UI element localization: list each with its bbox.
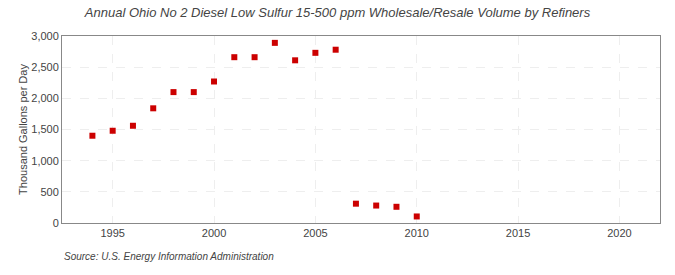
svg-text:1,000: 1,000: [31, 155, 59, 167]
svg-text:2015: 2015: [506, 227, 530, 239]
svg-text:2010: 2010: [405, 227, 429, 239]
svg-text:500: 500: [40, 186, 58, 198]
svg-text:1,500: 1,500: [31, 123, 59, 135]
svg-text:2005: 2005: [303, 227, 327, 239]
svg-text:Annual Ohio No 2 Diesel Low Su: Annual Ohio No 2 Diesel Low Sulfur 15-50…: [84, 5, 591, 20]
svg-text:0: 0: [53, 217, 59, 229]
svg-text:3,000: 3,000: [31, 30, 59, 42]
svg-text:2,500: 2,500: [31, 61, 59, 73]
svg-text:Thousand Gallons per Day: Thousand Gallons per Day: [17, 64, 29, 195]
svg-text:Source: U.S. Energy Informatio: Source: U.S. Energy Information Administ…: [64, 251, 274, 262]
svg-text:1995: 1995: [100, 227, 124, 239]
svg-text:2020: 2020: [607, 227, 631, 239]
svg-text:2000: 2000: [202, 227, 226, 239]
svg-text:2,000: 2,000: [31, 92, 59, 104]
